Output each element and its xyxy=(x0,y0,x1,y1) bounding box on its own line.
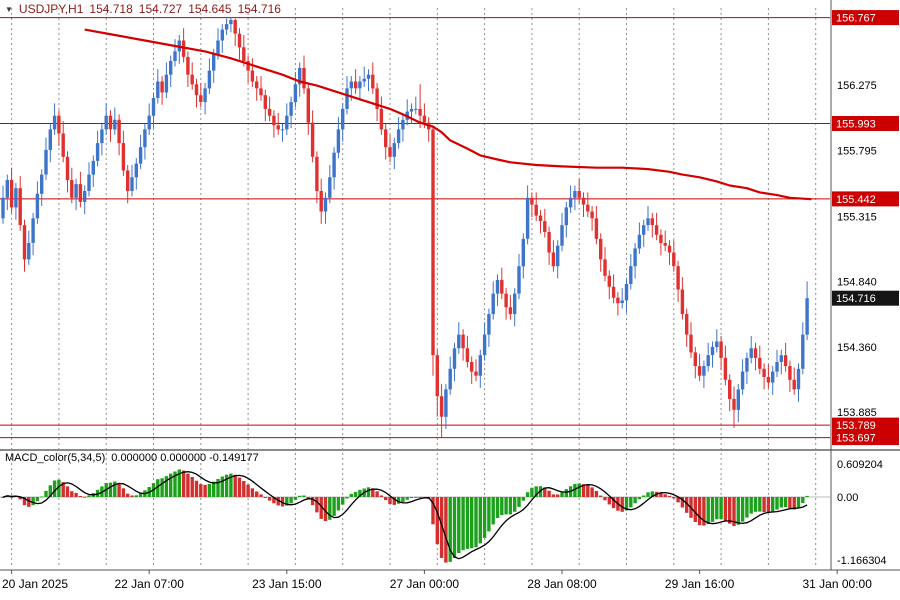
time-axis-label: 23 Jan 15:00 xyxy=(252,577,322,591)
ohlc-high-value: 154.727 xyxy=(138,2,183,16)
macd-axis-label: -1.166304 xyxy=(837,555,887,567)
macd-indicator-name: MACD_color(5,34,5) xyxy=(5,452,106,464)
macd-indicator-label: MACD_color(5,34,5) 0.000000 0.000000 -0.… xyxy=(5,452,259,464)
level-price-badge xyxy=(832,417,899,433)
time-axis-label: 27 Jan 00:00 xyxy=(390,577,460,591)
price-axis-label: 156.275 xyxy=(837,80,877,92)
level-price-badge xyxy=(832,10,899,26)
ohlc-close-value: 154.716 xyxy=(237,2,281,16)
price-axis: 156.275 155.795 155.315 154.840 154.360 153.8… xyxy=(837,80,877,419)
price-axis-label: 154.840 xyxy=(837,276,877,288)
symbol-period-label: USDJPY,H1 xyxy=(18,2,84,16)
chart-title: ▼ USDJPY,H1 154.718 154.727 154.645 154.… xyxy=(5,2,281,16)
price-badge-label: 155.442 xyxy=(836,194,876,206)
current-price-badge xyxy=(832,290,899,306)
price-axis-label: 155.315 xyxy=(837,211,877,223)
price-axis-label: 153.885 xyxy=(837,407,877,419)
level-price-badge xyxy=(832,191,899,207)
ma-line xyxy=(84,28,812,201)
price-axis-label: 155.795 xyxy=(837,146,877,158)
price-badge-label: 153.697 xyxy=(836,433,876,445)
time-axis[interactable]: 20 Jan 2025 22 Jan 07:00 23 Jan 15:00 27 Ja… xyxy=(2,570,872,591)
grid-lines xyxy=(11,8,817,568)
time-axis-label: 31 Jan 00:00 xyxy=(802,577,872,591)
price-badge-label: 155.993 xyxy=(836,119,876,131)
macd-axis-label: 0.609204 xyxy=(837,459,883,471)
price-badge-label: 154.716 xyxy=(836,293,876,305)
level-price-badge xyxy=(832,116,899,131)
ohlc-open-value: 154.718 xyxy=(89,2,133,16)
level-price-badge xyxy=(832,430,899,446)
macd-signal-line xyxy=(2,471,808,560)
macd-axis: 0.609204 0.00 -1.166304 xyxy=(837,459,887,567)
time-axis-label: 20 Jan 2025 xyxy=(2,577,68,591)
price-axis-label: 154.360 xyxy=(837,342,877,354)
macd-axis-label: 0.00 xyxy=(837,492,858,504)
macd-histogram[interactable] xyxy=(1,469,809,563)
time-axis-label: 22 Jan 07:00 xyxy=(114,577,184,591)
time-axis-label: 29 Jan 16:00 xyxy=(665,577,735,591)
candles-series[interactable] xyxy=(1,17,809,438)
ohlc-low-value: 154.645 xyxy=(188,2,232,16)
horizontal-level-lines xyxy=(0,17,830,439)
price-badge-label: 156.767 xyxy=(836,13,876,25)
price-badge-label: 153.789 xyxy=(836,420,876,432)
time-axis-label: 28 Jan 08:00 xyxy=(527,577,597,591)
macd-indicator-values: 0.000000 0.000000 -0.149177 xyxy=(111,452,259,464)
symbol-marker-icon: ▼ xyxy=(5,4,13,14)
